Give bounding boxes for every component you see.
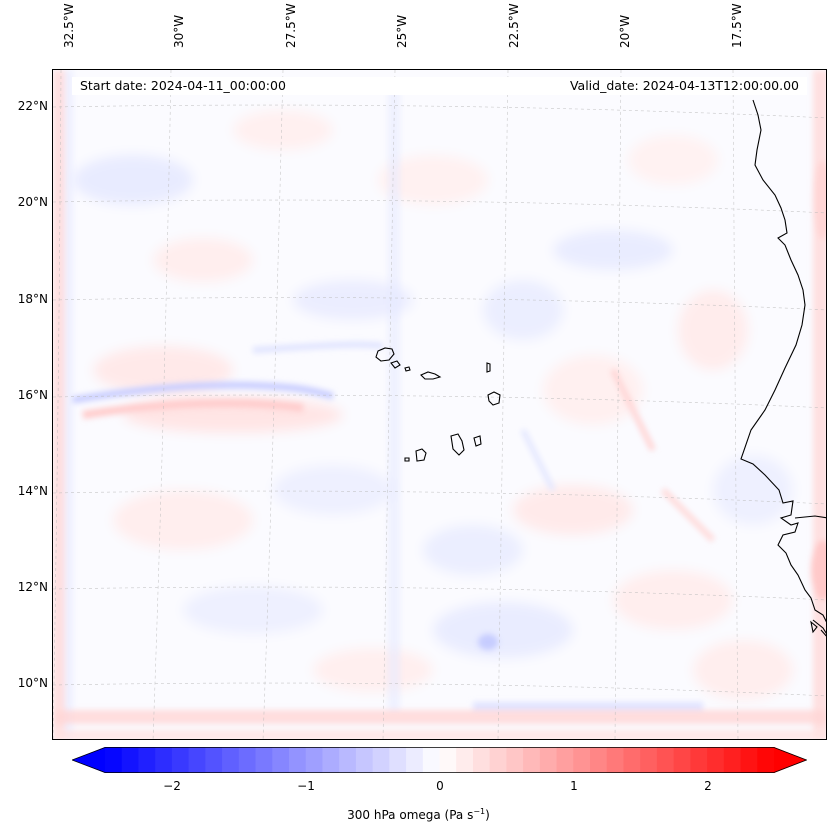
colorbar-segment bbox=[422, 747, 441, 773]
cape-verde-islands bbox=[375, 347, 501, 462]
colorbar-segment bbox=[105, 747, 123, 773]
colorbar-segment bbox=[590, 747, 608, 773]
colorbar-segment bbox=[690, 747, 708, 773]
colorbar-segment bbox=[339, 747, 357, 773]
colorbar-segment bbox=[556, 747, 574, 773]
colorbar-segment bbox=[539, 747, 558, 773]
colorbar-segment bbox=[155, 747, 173, 773]
colorbar-max-extension bbox=[774, 747, 807, 773]
colorbar-segment bbox=[389, 747, 407, 773]
colorbar-segment bbox=[188, 747, 206, 773]
colorbar-segment bbox=[121, 747, 140, 773]
colorbar-segment bbox=[640, 747, 658, 773]
island-sal bbox=[486, 362, 491, 373]
colorbar-segment bbox=[656, 747, 675, 773]
colorbar-segment bbox=[355, 747, 374, 773]
colorbar-segment bbox=[439, 747, 457, 773]
island-brava bbox=[404, 457, 410, 462]
omega-bands bbox=[53, 70, 826, 739]
graticule bbox=[53, 70, 826, 739]
colorbar-segment bbox=[305, 747, 324, 773]
colorbar-segment bbox=[222, 747, 240, 773]
valid-date-text: Valid_date: 2024-04-13T12:00:00.00 bbox=[569, 78, 799, 93]
island-santiago bbox=[450, 433, 465, 456]
colorbar-segment bbox=[523, 747, 541, 773]
island-sao-nicolau bbox=[420, 371, 442, 380]
lon-label-20w: 20°W bbox=[618, 14, 632, 48]
colorbar-tick-minus-2: −2 bbox=[163, 779, 181, 793]
colorbar-label: 300 hPa omega (Pa s−1) bbox=[347, 807, 490, 822]
colorbar-tick-0: 0 bbox=[436, 779, 444, 793]
omega-field-map bbox=[53, 70, 826, 739]
colorbar-segment bbox=[406, 747, 424, 773]
lat-label-16n: 16°N bbox=[17, 388, 48, 402]
colorbar-segment bbox=[472, 747, 491, 773]
colorbar-segment bbox=[456, 747, 474, 773]
colorbar bbox=[72, 747, 807, 773]
lon-label-22-5w: 22.5°W bbox=[507, 3, 521, 48]
omega-field-pattern bbox=[53, 70, 826, 739]
colorbar-segment bbox=[623, 747, 641, 773]
island-sao-vicente bbox=[390, 360, 401, 369]
colorbar-segment bbox=[205, 747, 223, 773]
island-santa-luzia bbox=[404, 366, 411, 372]
colorbar-segment bbox=[322, 747, 340, 773]
lat-label-14n: 14°N bbox=[17, 484, 48, 498]
start-date-text: Start date: 2024-04-11_00:00:00 bbox=[80, 78, 286, 93]
colorbar-segment bbox=[606, 747, 625, 773]
lat-label-18n: 18°N bbox=[17, 292, 48, 306]
island-boa-vista bbox=[487, 391, 501, 406]
colorbar-segment bbox=[272, 747, 290, 773]
colorbar-segment bbox=[740, 747, 758, 773]
lon-label-27-5w: 27.5°W bbox=[284, 3, 298, 48]
colorbar-segment bbox=[171, 747, 190, 773]
island-maio bbox=[473, 435, 482, 447]
colorbar-segment bbox=[673, 747, 691, 773]
lon-label-25w: 25°W bbox=[395, 14, 409, 48]
date-banner: Start date: 2024-04-11_00:00:00 Valid_da… bbox=[72, 77, 807, 95]
island-fogo bbox=[415, 448, 427, 462]
colorbar-segment bbox=[573, 747, 591, 773]
colorbar-segment bbox=[238, 747, 257, 773]
lon-label-32-5w: 32.5°W bbox=[62, 3, 76, 48]
colorbar-segment bbox=[138, 747, 156, 773]
colorbar-segment bbox=[288, 747, 307, 773]
colorbar-segment bbox=[506, 747, 524, 773]
map-panel bbox=[52, 69, 827, 740]
lat-label-10n: 10°N bbox=[17, 676, 48, 690]
colorbar-segment bbox=[707, 747, 725, 773]
lat-label-12n: 12°N bbox=[17, 580, 48, 594]
lat-label-20n: 20°N bbox=[17, 195, 48, 209]
colorbar-segment bbox=[372, 747, 390, 773]
colorbar-outline bbox=[72, 747, 807, 773]
lat-label-22n: 22°N bbox=[17, 99, 48, 113]
colorbar-tick-1: 1 bbox=[570, 779, 578, 793]
lon-label-30w: 30°W bbox=[172, 14, 186, 48]
colorbar-tick-2: 2 bbox=[704, 779, 712, 793]
colorbar-segment bbox=[723, 747, 742, 773]
colorbar-segment bbox=[489, 747, 507, 773]
colorbar-segment bbox=[255, 747, 273, 773]
africa-coastline bbox=[740, 99, 826, 637]
lon-label-17-5w: 17.5°W bbox=[730, 3, 744, 48]
colorbar-segment bbox=[757, 747, 775, 773]
island-santo-antao bbox=[375, 347, 395, 362]
colorbar-tick-minus-1: −1 bbox=[297, 779, 315, 793]
colorbar-min-extension bbox=[72, 747, 105, 773]
